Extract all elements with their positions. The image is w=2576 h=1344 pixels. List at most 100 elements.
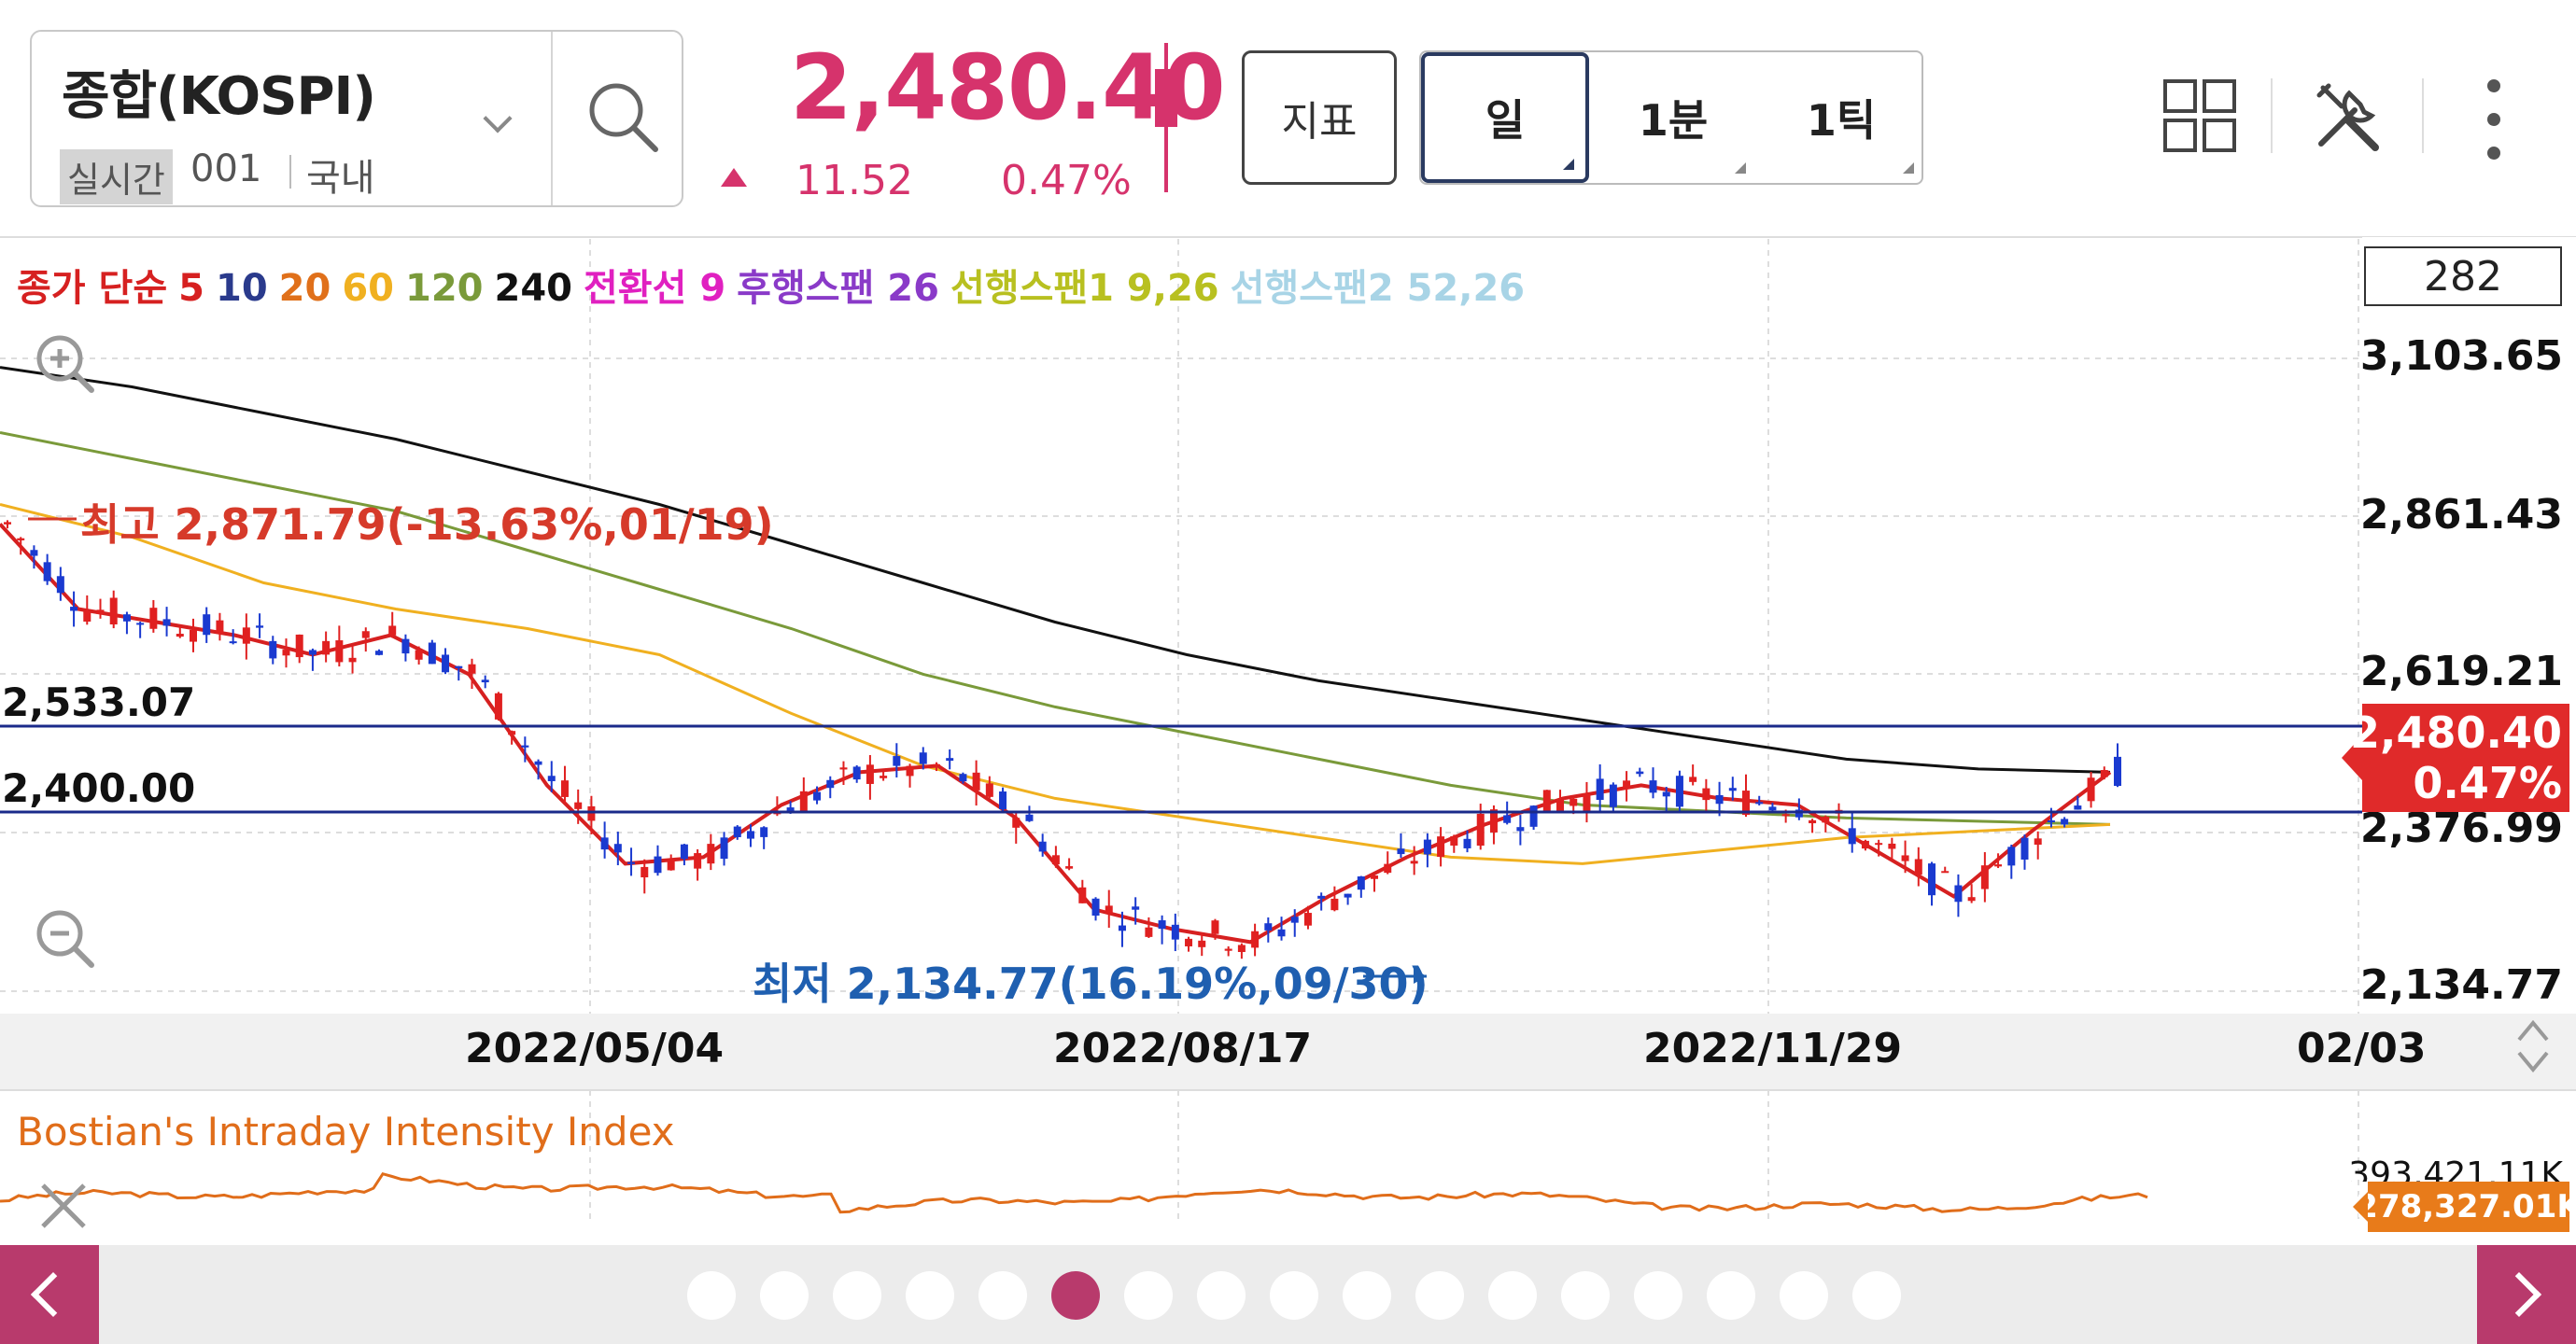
candle	[667, 854, 675, 871]
indicator-legend[interactable]: 종가 단순 5 10 20 60 120 240 전환선 9 후행스팬 26 선행스팬1 9,26…	[17, 258, 1536, 312]
page-dot[interactable]	[1270, 1271, 1318, 1320]
candle	[1012, 812, 1021, 844]
price-chart[interactable]	[0, 224, 2576, 1225]
candle	[1065, 858, 1074, 871]
candle	[1384, 851, 1392, 875]
candle	[1317, 892, 1326, 911]
tab-day[interactable]: 일	[1421, 52, 1589, 183]
prev-page-button[interactable]	[0, 1245, 99, 1344]
candle	[707, 833, 715, 871]
candle	[2114, 743, 2121, 788]
symbol-selector[interactable]: 종합(KOSPI) 실시간 001 국내	[30, 30, 683, 207]
chart-header: 종합(KOSPI) 실시간 001 국내 2,480.40 11.52 0.47…	[0, 0, 2576, 224]
candle	[189, 618, 197, 652]
candle	[985, 776, 993, 799]
candle	[1689, 764, 1697, 786]
legend-item: 10	[215, 267, 268, 310]
next-page-button[interactable]	[2477, 1245, 2576, 1344]
candle	[1277, 917, 1286, 941]
candle	[70, 591, 78, 627]
candle	[203, 607, 211, 643]
candle	[1185, 936, 1193, 952]
corner-triangle-icon	[1563, 159, 1574, 170]
candle	[587, 795, 596, 834]
more-vertical-icon[interactable]	[2480, 73, 2508, 166]
candle	[1636, 767, 1644, 777]
chevron-down-icon[interactable]	[483, 104, 513, 133]
y-axis-tick: 2,134.77	[2359, 961, 2563, 1009]
candle	[242, 613, 250, 660]
page-dot[interactable]	[1343, 1271, 1391, 1320]
candle	[1702, 778, 1710, 814]
page-dot[interactable]	[1561, 1271, 1610, 1320]
candle	[1423, 833, 1431, 868]
candle	[1822, 815, 1830, 833]
candle	[1091, 897, 1100, 921]
search-icon[interactable]	[581, 75, 665, 159]
tab-1min[interactable]: 1분	[1589, 52, 1757, 183]
page-dot[interactable]	[1197, 1271, 1246, 1320]
page-dot[interactable]	[833, 1271, 881, 1320]
tab-1tick[interactable]: 1틱	[1757, 52, 1925, 183]
candle	[1357, 875, 1365, 898]
x-axis-tick: 02/03	[2297, 1025, 2427, 1072]
axis-scroll-icon[interactable]	[2510, 1014, 2556, 1079]
candle	[136, 622, 145, 638]
sub-indicator-title[interactable]: Bostian's Intraday Intensity Index	[17, 1109, 675, 1155]
candle	[560, 765, 569, 805]
candle	[1025, 805, 1034, 822]
y-axis-tick: 2,619.21	[2359, 648, 2563, 695]
x-axis-tick: 2022/05/04	[465, 1025, 725, 1072]
page-dot[interactable]	[978, 1271, 1027, 1320]
candle	[1529, 805, 1538, 831]
candle	[1742, 774, 1751, 818]
page-dot[interactable]	[1780, 1271, 1828, 1320]
candle	[1463, 830, 1471, 853]
ma-line-5	[0, 523, 2112, 945]
candle	[1344, 893, 1352, 905]
page-dot[interactable]	[1415, 1271, 1464, 1320]
candle	[521, 736, 529, 763]
page-dot[interactable]	[1124, 1271, 1173, 1320]
candle	[1224, 945, 1232, 957]
indicator-button[interactable]: 지표	[1242, 50, 1397, 185]
page-dot[interactable]	[1707, 1271, 1755, 1320]
legend-item: 선행스팬2 52,26	[1230, 267, 1526, 310]
close-icon[interactable]	[37, 1180, 90, 1232]
candle	[1954, 874, 1963, 917]
corner-triangle-icon	[1735, 162, 1746, 174]
page-dot[interactable]	[1051, 1271, 1100, 1320]
candle	[1171, 913, 1179, 952]
legend-item: 240	[494, 267, 573, 310]
page-dot[interactable]	[687, 1271, 736, 1320]
zoom-out-icon[interactable]	[32, 905, 97, 971]
tab-label: 1틱	[1806, 95, 1877, 146]
layout-grid-icon[interactable]	[2162, 78, 2237, 153]
tools-icon[interactable]	[2310, 77, 2388, 155]
symbol-name[interactable]: 종합(KOSPI)	[62, 66, 376, 127]
candle	[1118, 911, 1126, 947]
legend-item: 5	[178, 267, 204, 310]
candle	[932, 762, 940, 772]
page-dot[interactable]	[760, 1271, 809, 1320]
candle	[880, 770, 888, 781]
page-dot[interactable]	[1634, 1271, 1682, 1320]
candle	[959, 772, 967, 784]
candle-count-box[interactable]: 282	[2364, 246, 2562, 306]
candle	[1928, 861, 1936, 906]
candle	[1609, 782, 1617, 813]
page-dot[interactable]	[1488, 1271, 1537, 1320]
price-tag-value: 2,480.40	[2350, 707, 2562, 758]
candle	[640, 859, 649, 894]
page-dot[interactable]	[906, 1271, 954, 1320]
candle	[1397, 833, 1405, 859]
divider	[551, 32, 553, 205]
candle	[680, 844, 688, 866]
zoom-in-icon[interactable]	[32, 330, 97, 396]
candle	[1330, 886, 1339, 912]
page-dot[interactable]	[1852, 1271, 1901, 1320]
candle	[56, 567, 64, 601]
candle	[176, 626, 184, 638]
candle	[1901, 840, 1909, 874]
candle	[1795, 798, 1803, 820]
